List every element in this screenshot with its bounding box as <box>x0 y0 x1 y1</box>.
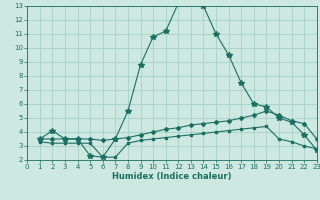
X-axis label: Humidex (Indice chaleur): Humidex (Indice chaleur) <box>112 172 232 181</box>
